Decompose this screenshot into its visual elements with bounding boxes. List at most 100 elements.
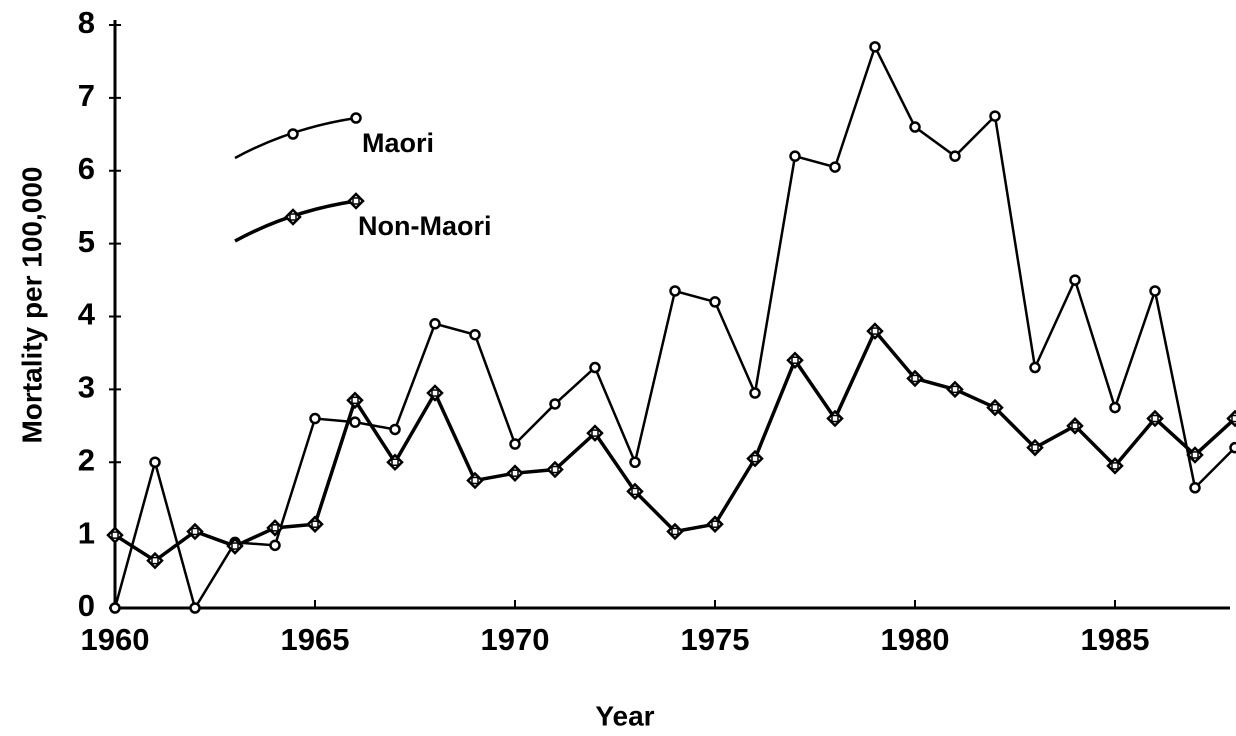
y-tick-label: 1 <box>78 515 95 550</box>
marker-square <box>671 527 679 536</box>
x-tick-label: 1975 <box>681 622 750 657</box>
data-point <box>586 424 604 442</box>
data-point <box>989 110 1001 122</box>
data-point <box>266 519 284 537</box>
legend-marker <box>350 112 362 124</box>
marker-square <box>791 356 799 364</box>
data-point <box>749 387 761 399</box>
marker-square <box>191 527 199 536</box>
data-point <box>1149 285 1161 297</box>
marker-square <box>631 487 639 496</box>
marker-square <box>831 414 839 423</box>
data-point <box>909 121 921 133</box>
marker-diamond <box>347 192 365 210</box>
marker-square <box>551 465 559 474</box>
data-point <box>1146 409 1164 428</box>
y-tick-label: 4 <box>78 297 96 332</box>
data-point <box>986 398 1004 417</box>
marker-square <box>351 396 359 405</box>
data-point <box>1069 274 1081 286</box>
y-tick-label: 5 <box>78 224 95 259</box>
data-point <box>829 161 841 173</box>
data-point <box>226 537 244 555</box>
data-point <box>146 551 164 570</box>
marker-square <box>591 429 599 437</box>
data-point <box>189 602 201 614</box>
data-point <box>429 318 441 330</box>
marker-square <box>1031 443 1039 452</box>
marker-square <box>1071 422 1079 430</box>
y-axis-title: Mortality per 100,000 <box>16 166 47 443</box>
data-point <box>1186 446 1204 464</box>
data-point <box>466 471 484 490</box>
marker-square <box>151 556 159 565</box>
data-point <box>709 296 721 308</box>
marker-square <box>271 524 279 532</box>
marker-square <box>111 531 119 539</box>
data-point <box>1226 409 1236 428</box>
data-point <box>149 456 161 468</box>
data-point <box>746 449 764 468</box>
marker-diamond <box>284 208 302 226</box>
marker-diamond <box>506 464 524 482</box>
marker-square <box>1151 414 1159 423</box>
data-point <box>786 351 804 369</box>
data-point <box>426 384 444 402</box>
data-point <box>906 369 924 388</box>
x-tick-label: 1965 <box>281 622 350 657</box>
y-tick-label: 3 <box>78 370 95 405</box>
y-tick-label: 7 <box>78 78 95 113</box>
marker-square <box>311 520 319 528</box>
y-tick-label: 0 <box>78 588 95 623</box>
marker-diamond <box>426 384 444 402</box>
marker-diamond <box>466 471 484 490</box>
legend-marker <box>284 208 302 226</box>
data-point <box>1026 438 1044 457</box>
data-point <box>306 515 324 533</box>
data-point <box>549 398 561 410</box>
data-point <box>109 602 121 614</box>
marker-diamond <box>946 380 964 399</box>
y-tick-label: 6 <box>78 151 95 186</box>
data-point <box>706 515 724 533</box>
data-point <box>1029 361 1041 374</box>
legend-marker <box>287 128 299 140</box>
data-point <box>866 322 884 340</box>
x-tick-label: 1960 <box>81 622 150 657</box>
marker-square <box>391 458 399 466</box>
data-point <box>949 150 961 162</box>
data-point <box>629 456 641 468</box>
y-tick-label: 2 <box>78 442 95 477</box>
data-point <box>546 460 564 479</box>
data-point <box>1109 401 1121 414</box>
data-point <box>669 285 681 297</box>
data-point <box>1189 482 1201 494</box>
data-point <box>826 409 844 428</box>
legend-label: Maori <box>362 128 434 158</box>
data-point <box>309 412 321 425</box>
data-point <box>469 328 481 341</box>
data-point <box>349 416 361 428</box>
marker-square <box>911 374 919 383</box>
marker-square <box>711 520 719 528</box>
data-point <box>186 522 204 541</box>
data-point <box>509 438 521 450</box>
data-point <box>869 41 881 53</box>
marker-square <box>1231 414 1236 423</box>
data-point <box>1106 457 1124 475</box>
data-point <box>506 464 524 482</box>
data-point <box>789 150 801 162</box>
marker-square <box>471 476 479 485</box>
x-tick-label: 1980 <box>881 622 950 657</box>
x-tick-label: 1970 <box>481 622 550 657</box>
marker-square <box>231 542 239 550</box>
data-point <box>626 482 644 501</box>
x-tick-label: 1985 <box>1081 622 1150 657</box>
y-tick-label: 8 <box>78 5 95 40</box>
legend-marker <box>347 192 365 210</box>
marker-square <box>871 327 879 335</box>
marker-square <box>1191 451 1199 459</box>
marker-square <box>991 403 999 412</box>
data-point <box>269 539 281 552</box>
data-point <box>389 423 401 436</box>
